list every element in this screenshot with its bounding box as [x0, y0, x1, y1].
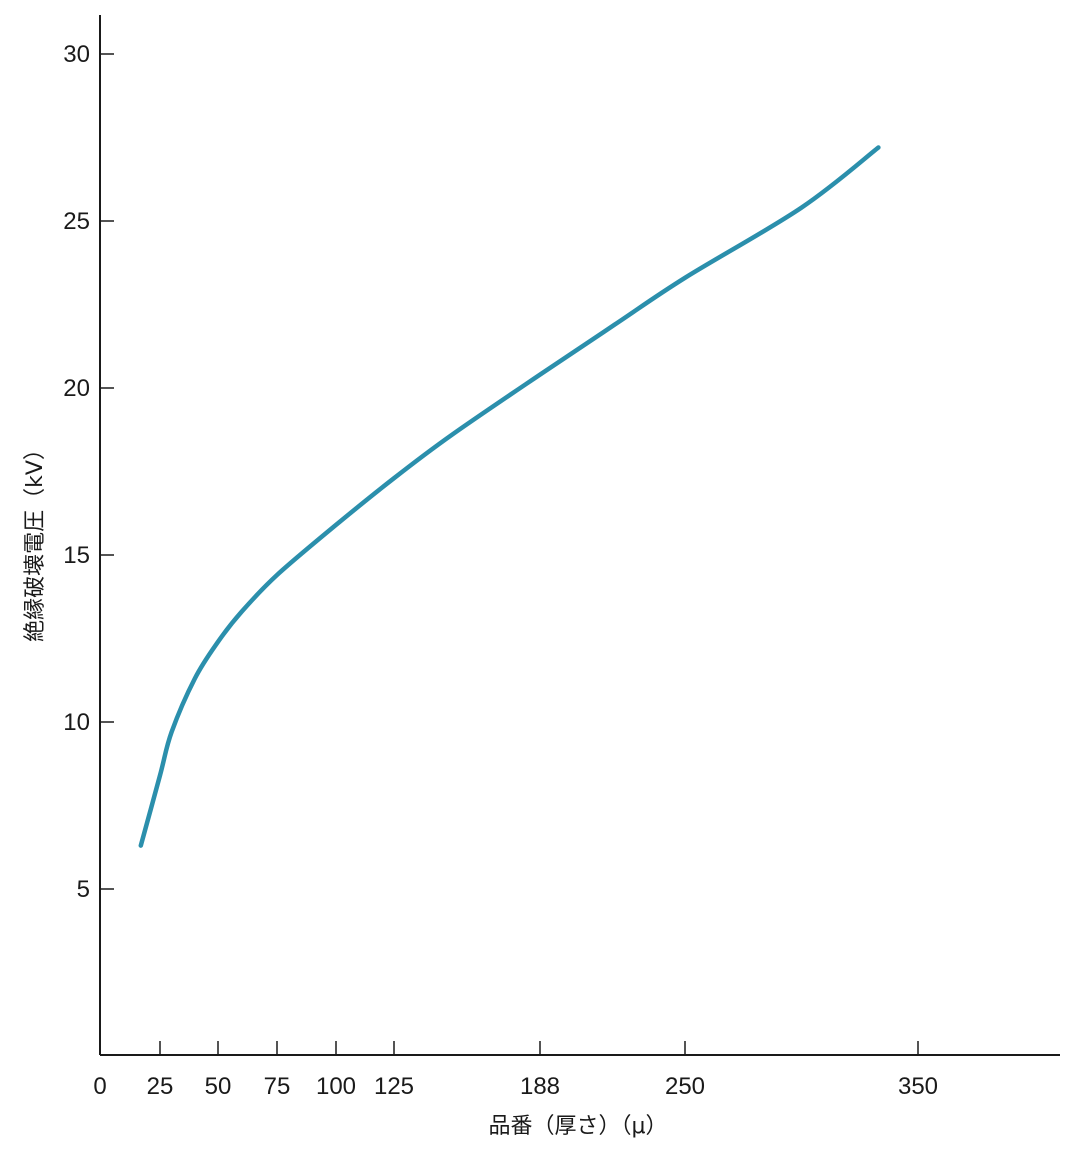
x-tick-label: 350 [898, 1073, 938, 1100]
x-axis: 0 25 50 75 100 125 188 250 350 [93, 1041, 1060, 1100]
x-tick-label: 250 [665, 1073, 705, 1100]
y-axis-title: 絶縁破壊電圧（kV） [23, 438, 48, 642]
y-tick-label: 25 [63, 208, 90, 235]
x-tick-label: 0 [93, 1073, 106, 1100]
x-tick-label: 25 [147, 1073, 174, 1100]
series-line [138, 145, 881, 848]
y-tick-label: 30 [63, 41, 90, 68]
y-axis: 5 10 15 20 25 30 [63, 15, 114, 1055]
series-layer [138, 145, 881, 848]
x-tick-label: 75 [264, 1073, 291, 1100]
y-tick-label: 10 [63, 709, 90, 736]
x-tick-label: 125 [374, 1073, 414, 1100]
y-tick-label: 15 [63, 542, 90, 569]
x-tick-label: 100 [316, 1073, 356, 1100]
x-axis-title: 品番（厚さ）（μ） [489, 1114, 668, 1139]
y-tick-label: 5 [77, 876, 90, 903]
x-tick-label: 50 [205, 1073, 232, 1100]
y-tick-label: 20 [63, 375, 90, 402]
x-tick-label: 188 [520, 1073, 560, 1100]
